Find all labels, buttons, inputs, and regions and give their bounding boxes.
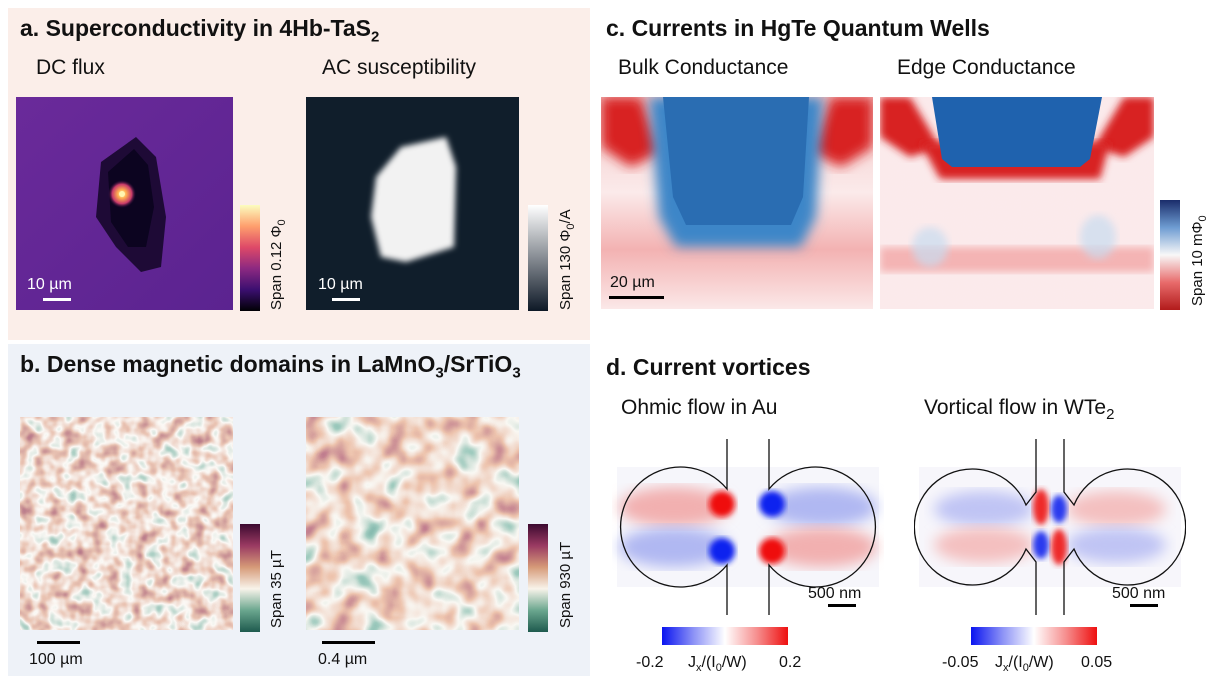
ac-susceptibility-map	[306, 97, 519, 310]
domains-right-colorbar	[528, 524, 548, 632]
dc-flux-label: DC flux	[36, 56, 105, 79]
panel-a-title: a. Superconductivity in 4Hb-TaS2	[20, 15, 380, 46]
vortical-scalebar-label: 500 nm	[1112, 585, 1166, 602]
domains-right-colorbar-label: Span 930 µT	[557, 541, 574, 628]
panel-b-title: b. Dense magnetic domains in LaMnO3/SrTi…	[20, 351, 521, 382]
domains-left-colorbar	[240, 524, 260, 632]
bulk-scalebar	[609, 296, 664, 299]
magnetic-domains-map-right	[306, 417, 519, 630]
domains-right-scalebar	[322, 641, 375, 644]
bulk-conductance-map	[601, 97, 873, 309]
ac-scalebar	[332, 298, 360, 301]
ohmic-colorbar-axis-label: Jx/(I0/W)	[688, 654, 747, 675]
bulk-conductance-label: Bulk Conductance	[618, 56, 789, 79]
ohmic-colorbar-min: -0.2	[636, 654, 664, 671]
ac-scalebar-label: 10 µm	[318, 276, 363, 293]
dc-flux-scalebar	[43, 298, 71, 301]
ac-susceptibility-label: AC susceptibility	[322, 56, 477, 79]
ohmic-scalebar-label: 500 nm	[808, 585, 862, 602]
magnetic-domains-map-left	[20, 417, 233, 630]
edge-conductance-map	[880, 97, 1154, 309]
vortical-colorbar-max: 0.05	[1081, 654, 1113, 671]
ac-colorbar-label: Span 130 Φ0/A	[557, 209, 577, 310]
bulk-scalebar-label: 20 µm	[610, 274, 655, 291]
vortical-flow-label: Vortical flow in WTe2	[924, 396, 1115, 424]
vortical-colorbar	[971, 627, 1097, 645]
panel-c-title: c. Currents in HgTe Quantum Wells	[606, 15, 990, 41]
conductance-colorbar	[1160, 200, 1180, 310]
ohmic-colorbar-max: 0.2	[779, 654, 802, 671]
vortical-colorbar-axis-label: Jx/(I0/W)	[995, 654, 1054, 675]
ohmic-colorbar	[662, 627, 788, 645]
dc-flux-map	[16, 97, 233, 310]
ohmic-flow-map	[612, 437, 884, 617]
domains-left-scalebar	[37, 641, 80, 644]
edge-conductance-label: Edge Conductance	[897, 56, 1076, 79]
vortical-scalebar	[1130, 604, 1158, 607]
ohmic-flow-label: Ohmic flow in Au	[621, 396, 778, 419]
domains-left-colorbar-label: Span 35 µT	[268, 550, 285, 628]
vortical-colorbar-min: -0.05	[942, 654, 979, 671]
panel-d-title: d. Current vortices	[606, 354, 811, 380]
ohmic-scalebar	[828, 604, 856, 607]
domains-right-scalebar-label: 0.4 µm	[318, 651, 368, 668]
ac-colorbar	[528, 205, 548, 311]
dc-flux-scalebar-label: 10 µm	[27, 276, 72, 293]
dc-flux-colorbar-label: Span 0.12 Φ0	[268, 219, 288, 310]
vortical-flow-map	[914, 437, 1186, 617]
conductance-colorbar-label: Span 10 mΦ0	[1189, 215, 1209, 306]
dc-flux-colorbar	[240, 205, 260, 311]
domains-left-scalebar-label: 100 µm	[29, 651, 83, 668]
